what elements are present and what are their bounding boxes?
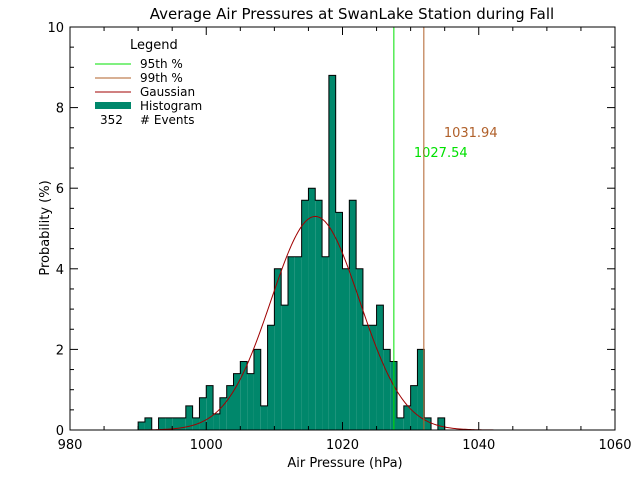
histogram-bar [342, 268, 350, 430]
legend-label-99th: 99th % [140, 71, 183, 85]
histogram-bar [397, 417, 404, 430]
legend-events-label: # Events [140, 113, 195, 127]
histogram-bar [158, 417, 166, 430]
histogram-bar [138, 421, 145, 430]
x-axis-label: Air Pressure (hPa) [287, 456, 402, 471]
histogram-outline [137, 74, 446, 431]
legend-swatch-histogram [95, 102, 131, 109]
histogram-bar [369, 325, 377, 430]
histogram-bar [213, 413, 220, 430]
histogram-bar [233, 373, 241, 430]
legend-title: Legend [130, 38, 178, 53]
histogram-bar [301, 200, 309, 430]
histogram-bar [267, 325, 275, 430]
histogram-bar [417, 349, 425, 430]
histogram-bar [274, 268, 282, 430]
histogram-bar [315, 200, 323, 430]
histogram-bar [349, 200, 357, 430]
x-tick-label: 1020 [326, 438, 359, 453]
histogram-bar [288, 256, 295, 430]
histogram-bar [328, 75, 336, 431]
chart-title: Average Air Pressures at SwanLake Statio… [150, 5, 554, 23]
percentile-label-95th: 1027.54 [414, 146, 468, 161]
histogram-bar [144, 417, 152, 430]
x-tick-label: 980 [58, 438, 83, 453]
legend: Legend 95th % 99th % Gaussian Histogram … [95, 38, 202, 127]
histogram-bar [437, 417, 445, 430]
y-axis-label: Probability (%) [38, 180, 53, 275]
legend-events-count: 352 [100, 113, 123, 127]
y-tick-label: 0 [56, 424, 64, 439]
histogram-bar [260, 405, 268, 430]
histogram-bar [240, 361, 248, 430]
y-tick-label: 6 [56, 182, 64, 197]
histogram-bar [383, 349, 391, 430]
y-tick-label: 2 [56, 343, 64, 358]
histogram-bar [424, 417, 432, 430]
histogram-bar [206, 385, 214, 430]
legend-label-95th: 95th % [140, 57, 183, 71]
histogram-bar [219, 397, 227, 430]
gaussian-curve [138, 215, 520, 431]
histogram-bar [247, 373, 254, 430]
plot-area: 1027.54 1031.94 [137, 27, 520, 431]
histogram-bar [281, 305, 288, 430]
histogram-bar [410, 385, 418, 430]
histogram-bar [172, 417, 179, 430]
histogram-bar [226, 385, 234, 430]
x-tick-label: 1000 [190, 438, 223, 453]
legend-label-gaussian: Gaussian [140, 85, 195, 99]
y-tick-label: 4 [56, 263, 64, 278]
histogram-bar [376, 305, 384, 430]
legend-label-histogram: Histogram [140, 99, 202, 113]
histogram-bar [199, 397, 207, 430]
y-tick-label: 10 [47, 21, 64, 36]
histogram-bar [335, 212, 343, 430]
histogram-bar [165, 417, 173, 430]
histogram-bar [294, 256, 302, 430]
y-tick-label: 8 [56, 102, 64, 117]
histogram-bar [253, 349, 261, 430]
axes: 980 1000 1020 1040 1060 0 2 4 6 8 10 [47, 21, 631, 453]
x-tick-label: 1060 [598, 438, 631, 453]
histogram-bar [403, 405, 411, 430]
x-tick-label: 1040 [462, 438, 495, 453]
histogram-bar [362, 325, 370, 430]
histogram-bar [322, 256, 329, 430]
histogram-bar [308, 188, 316, 430]
histogram-bar [185, 405, 193, 430]
percentile-label-99th: 1031.94 [444, 126, 498, 141]
histogram-bar [356, 268, 363, 430]
histogram-bar [179, 417, 186, 430]
